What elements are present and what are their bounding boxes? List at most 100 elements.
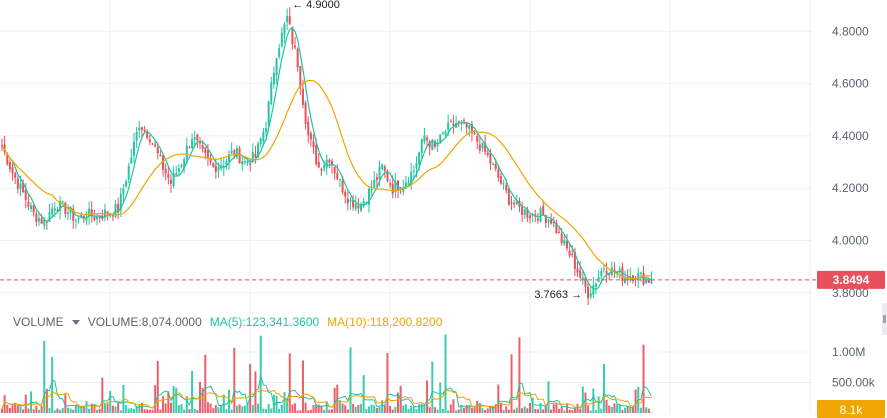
volume-bar (53, 410, 56, 413)
candle-body (193, 137, 196, 140)
volume-bar (317, 404, 320, 413)
candle-body (502, 183, 505, 185)
candle-body (222, 165, 225, 168)
candle-body (177, 168, 180, 172)
volume-tick-label: 500.00k (832, 375, 876, 389)
candle-body (64, 202, 67, 215)
volume-bar (647, 408, 650, 413)
volume-bar (373, 405, 376, 413)
candle-body (365, 202, 368, 204)
candle-body (309, 133, 312, 140)
candle-body (183, 158, 186, 168)
candle-body (576, 268, 579, 273)
candle-body (431, 140, 434, 151)
volume-bar (238, 404, 241, 413)
volume-bar (492, 406, 495, 413)
volume-bar (539, 403, 542, 413)
current-volume-label: 8.1k (840, 403, 864, 417)
candle-body (489, 152, 492, 164)
volume-bar (344, 405, 347, 413)
volume-bar (162, 396, 165, 413)
volume-bar (296, 410, 299, 413)
volume-bar (304, 402, 307, 413)
volume-bar (420, 403, 423, 413)
candle-body (433, 141, 436, 147)
candle-body (415, 163, 418, 169)
candle-body (367, 188, 370, 205)
volume-indicator-select[interactable]: VOLUME (13, 315, 88, 329)
chevron-down-icon[interactable] (71, 319, 80, 325)
volume-bar (51, 357, 54, 413)
candle-body (639, 272, 642, 274)
candle-body (43, 219, 46, 226)
candle-body (523, 209, 526, 215)
volume-bar (418, 404, 421, 413)
volume-bar (19, 406, 22, 413)
volume-bar (257, 403, 260, 413)
volume-bar (267, 403, 270, 413)
candle-body (624, 278, 627, 284)
volume-bar (634, 389, 637, 413)
volume-bar (529, 402, 531, 413)
volume-bar (241, 406, 244, 413)
candle-body (32, 205, 35, 213)
candle-body (360, 204, 363, 211)
volume-bar (220, 404, 223, 413)
candle-body (135, 131, 138, 141)
volume-bar (338, 400, 341, 413)
candle-body (307, 121, 310, 136)
volume-bar (463, 408, 465, 413)
volume-bar (312, 405, 315, 413)
current-price-label: 3.8494 (833, 273, 870, 287)
volume-bar (365, 409, 368, 413)
volume-bar (571, 410, 574, 413)
volume-bar (507, 409, 510, 413)
candle-body (188, 146, 191, 148)
volume-bar (201, 388, 204, 413)
candle-body (56, 210, 59, 212)
candle-body (497, 169, 500, 178)
candle-body (61, 201, 64, 203)
candle-body (563, 239, 566, 245)
candle-body (645, 279, 648, 284)
candle-body (243, 160, 246, 163)
candle-body (159, 154, 162, 157)
volume-bar (98, 408, 101, 413)
candle-body (69, 208, 72, 213)
candle-body (637, 272, 640, 280)
candle-body (412, 170, 415, 172)
candle-body (436, 144, 439, 147)
candle-body (148, 139, 151, 142)
candle-body (296, 48, 299, 68)
volume-bar (188, 409, 191, 413)
candle-body (82, 215, 85, 219)
volume-bar (457, 409, 460, 413)
volume-bar (88, 408, 91, 413)
candle-body (571, 254, 574, 256)
volume-bar (320, 406, 323, 413)
candle-body (106, 211, 109, 214)
volume-bar (333, 387, 336, 413)
scrollbar-handle[interactable] (882, 303, 887, 335)
volume-bar (14, 402, 17, 413)
volume-bar (423, 404, 426, 413)
candle-body (45, 221, 48, 223)
candle-body (320, 168, 323, 171)
candle-body (235, 148, 238, 157)
volume-bar (148, 409, 151, 413)
candle-body (133, 141, 135, 156)
volume-bar (262, 408, 265, 413)
volume-bar (452, 399, 455, 413)
candle-body (288, 16, 291, 25)
candle-body (352, 200, 355, 208)
volume-bar (584, 392, 587, 413)
candle-body (278, 48, 281, 57)
candle-body (447, 122, 450, 130)
volume-tick-label: 1.00M (832, 345, 865, 359)
candle-body (333, 166, 336, 174)
candle-body (558, 231, 561, 233)
candle-body (629, 277, 632, 281)
volume-bar (397, 392, 399, 413)
